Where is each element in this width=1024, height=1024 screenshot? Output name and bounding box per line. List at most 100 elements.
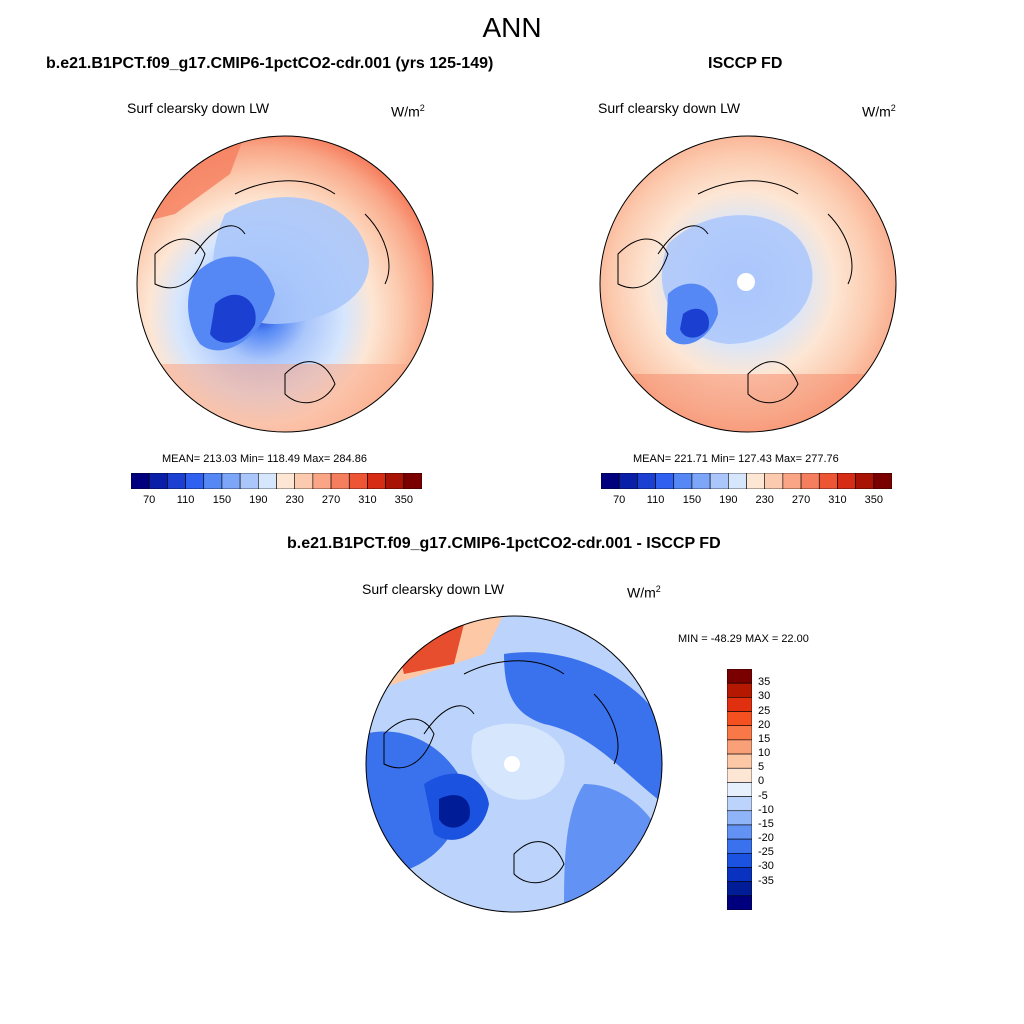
colorbar-swatch (221, 473, 241, 489)
colorbar-swatch (637, 473, 656, 489)
colorbar-swatch (728, 473, 747, 489)
diff-units: W/m2 (627, 584, 661, 601)
colorbar-tick-label: -5 (758, 789, 768, 802)
obs-stats: MEAN= 221.71 Min= 127.43 Max= 277.76 (633, 453, 839, 465)
colorbar-swatch (330, 473, 350, 489)
colorbar-tick-label: 30 (758, 690, 771, 703)
colorbar-tick-label: -20 (758, 832, 774, 845)
colorbar-swatch (385, 473, 405, 489)
model-panel-title: b.e21.B1PCT.f09_g17.CMIP6-1pctCO2-cdr.00… (46, 55, 494, 72)
colorbar-swatch (403, 473, 422, 489)
colorbar-swatch (727, 867, 752, 882)
colorbar-swatch (727, 753, 752, 769)
colorbar-swatch (727, 682, 752, 698)
colorbar-swatch (727, 739, 752, 755)
model-colorbar (131, 473, 422, 489)
colorbar-swatch (618, 473, 638, 489)
colorbar-swatch (348, 473, 368, 489)
colorbar-tick-label: 190 (719, 494, 738, 506)
colorbar-tick-label: -30 (758, 860, 774, 873)
model-units: W/m2 (391, 103, 425, 120)
obs-units: W/m2 (862, 103, 896, 120)
colorbar-swatch (782, 473, 802, 489)
colorbar-swatch (818, 473, 838, 489)
colorbar-swatch (727, 697, 752, 712)
colorbar-tick-label: 150 (682, 494, 702, 506)
colorbar-tick-label: 20 (758, 718, 771, 731)
colorbar-swatch (727, 711, 752, 727)
colorbar-swatch (727, 669, 752, 684)
colorbar-swatch (367, 473, 386, 489)
colorbar-tick-label: 310 (358, 494, 377, 506)
colorbar-swatch (185, 473, 205, 489)
colorbar-swatch (203, 473, 223, 489)
colorbar-swatch (655, 473, 675, 489)
colorbar-tick-label: -35 (758, 874, 774, 887)
colorbar-swatch (709, 473, 729, 489)
colorbar-swatch (148, 473, 168, 489)
colorbar-tick-label: 270 (321, 494, 341, 506)
colorbar-tick-label: 190 (249, 494, 268, 506)
colorbar-swatch (239, 473, 259, 489)
colorbar-swatch (727, 852, 752, 868)
colorbar-swatch (873, 473, 892, 489)
colorbar-swatch (727, 796, 752, 812)
colorbar-tick-label: -25 (758, 846, 774, 859)
diff-colorbar-ticks: 35 30 25 20 15 10 5 0 -5 -10 -15 -20 -25 -30 -35 (758, 669, 798, 910)
colorbar-swatch (167, 473, 186, 489)
colorbar-swatch (294, 473, 314, 489)
colorbar-tick-label: 70 (613, 494, 626, 506)
model-polar-map (136, 135, 434, 433)
obs-variable-label: Surf clearsky down LW (598, 100, 741, 116)
diff-variable-label: Surf clearsky down LW (362, 581, 505, 597)
colorbar-tick-label: 15 (758, 732, 771, 745)
colorbar-swatch (837, 473, 856, 489)
colorbar-tick-label: 230 (285, 494, 304, 506)
colorbar-tick-label: 10 (758, 747, 771, 760)
colorbar-tick-label: 5 (758, 761, 765, 774)
colorbar-swatch (746, 473, 765, 489)
diff-panel-title: b.e21.B1PCT.f09_g17.CMIP6-1pctCO2-cdr.00… (287, 535, 721, 552)
main-title: ANN (482, 12, 542, 43)
colorbar-swatch (727, 725, 752, 741)
colorbar-tick-label: 25 (758, 704, 771, 717)
colorbar-swatch (691, 473, 711, 489)
colorbar-swatch (764, 473, 784, 489)
colorbar-tick-label: 0 (758, 775, 765, 788)
colorbar-swatch (727, 767, 752, 783)
colorbar-swatch (258, 473, 277, 489)
colorbar-swatch (276, 473, 295, 489)
colorbar-swatch (131, 473, 150, 489)
obs-polar-map (599, 135, 897, 433)
colorbar-swatch (727, 810, 752, 826)
colorbar-tick-label: 110 (176, 494, 195, 506)
model-variable-label: Surf clearsky down LW (127, 100, 270, 116)
colorbar-tick-label: 35 (758, 676, 771, 689)
colorbar-tick-label: -15 (758, 817, 774, 830)
diff-stats: MIN = -48.29 MAX = 22.00 (678, 633, 809, 645)
colorbar-tick-label: 110 (646, 494, 665, 506)
colorbar-swatch (727, 838, 752, 854)
obs-colorbar (601, 473, 892, 489)
colorbar-tick-label: 270 (791, 494, 811, 506)
model-stats: MEAN= 213.03 Min= 118.49 Max= 284.86 (162, 453, 367, 465)
colorbar-tick-label: 150 (212, 494, 232, 506)
colorbar-swatch (727, 782, 752, 797)
model-colorbar-ticks: 70 110 150 190 230 270 310 350 (131, 494, 422, 508)
colorbar-swatch (855, 473, 875, 489)
obs-panel-title: ISCCP FD (708, 55, 783, 72)
colorbar-tick-label: 350 (864, 494, 883, 506)
colorbar-swatch (673, 473, 693, 489)
colorbar-tick-label: 230 (755, 494, 774, 506)
diff-colorbar (727, 669, 752, 910)
colorbar-swatch (727, 895, 752, 910)
colorbar-swatch (727, 881, 752, 897)
colorbar-swatch (800, 473, 820, 489)
colorbar-swatch (727, 824, 752, 840)
diff-polar-map (365, 615, 663, 913)
colorbar-swatch (312, 473, 332, 489)
colorbar-tick-label: 350 (394, 494, 413, 506)
colorbar-swatch (601, 473, 620, 489)
obs-colorbar-ticks: 70 110 150 190 230 270 310 350 (601, 494, 892, 508)
colorbar-tick-label: 70 (143, 494, 156, 506)
